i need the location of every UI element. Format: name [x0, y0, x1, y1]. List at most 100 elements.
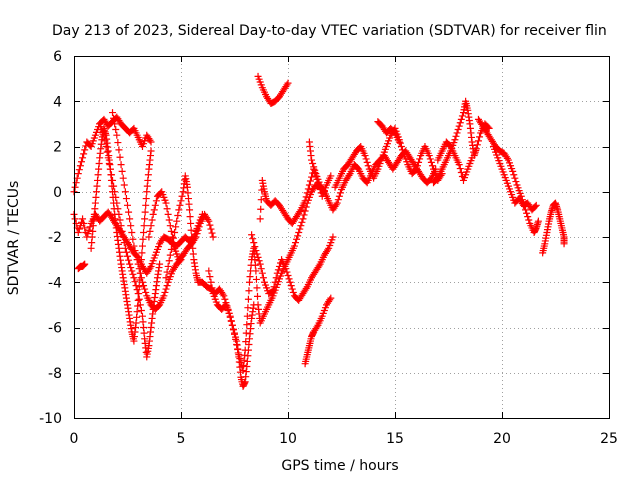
data-point — [511, 174, 519, 182]
data-point — [234, 346, 242, 354]
data-point — [512, 178, 520, 186]
data-point — [125, 208, 133, 216]
data-point — [326, 296, 334, 304]
data-point — [162, 285, 170, 293]
data-point — [75, 225, 83, 233]
data-point — [102, 143, 110, 150]
data-point — [134, 290, 142, 298]
data-point — [134, 260, 142, 268]
data-point — [129, 235, 137, 243]
data-point — [163, 268, 171, 276]
data-point — [167, 227, 175, 235]
data-point — [327, 294, 335, 302]
data-point — [129, 270, 137, 278]
data-point — [195, 223, 203, 231]
data-point — [300, 211, 308, 219]
series-8 — [248, 231, 337, 304]
data-point — [135, 295, 143, 303]
x-tick-labels: 0 5 10 15 20 25 — [70, 431, 618, 447]
data-point — [531, 202, 539, 210]
data-point — [456, 165, 464, 173]
data-point — [509, 167, 517, 175]
data-points — [70, 72, 568, 390]
data-point — [220, 292, 228, 300]
series-11 — [301, 294, 335, 368]
data-point — [363, 158, 371, 166]
data-point — [313, 323, 321, 331]
data-point — [107, 171, 115, 179]
y-axis-label: SDTVAR / TECUs — [6, 181, 22, 296]
data-point — [145, 233, 153, 241]
data-point — [74, 228, 82, 236]
data-point — [134, 296, 142, 304]
data-point — [302, 193, 310, 201]
data-point — [303, 189, 311, 197]
data-point — [152, 197, 160, 205]
data-point — [269, 287, 277, 295]
data-point — [245, 287, 253, 295]
data-point — [176, 201, 184, 209]
data-point — [120, 181, 128, 189]
data-point — [166, 251, 174, 259]
data-point — [160, 292, 168, 300]
data-point — [106, 165, 114, 173]
data-point — [148, 216, 156, 224]
data-point — [474, 137, 482, 145]
data-point — [115, 210, 123, 218]
data-point — [140, 282, 148, 290]
data-point — [302, 284, 310, 292]
series-6 — [162, 172, 258, 390]
data-point — [256, 215, 264, 223]
y-tick-label: 2 — [53, 140, 62, 156]
data-point — [332, 201, 340, 209]
data-point — [398, 146, 406, 154]
data-point — [455, 161, 463, 169]
data-point — [270, 283, 278, 291]
data-point — [345, 171, 353, 179]
data-point — [121, 188, 129, 196]
data-point — [454, 126, 462, 134]
data-point — [204, 215, 212, 223]
data-point — [84, 230, 92, 238]
data-point — [243, 321, 251, 329]
data-point — [510, 171, 518, 179]
data-point — [116, 216, 124, 224]
data-point — [560, 240, 568, 248]
series-20 — [74, 260, 89, 273]
data-point — [168, 233, 176, 241]
data-point — [110, 182, 118, 190]
series-17 — [474, 115, 542, 236]
data-point — [311, 166, 319, 174]
data-point — [74, 170, 82, 178]
data-point — [523, 209, 531, 217]
chart-title: Day 213 of 2023, Sidereal Day-to-day VTE… — [52, 23, 607, 39]
data-point — [428, 162, 436, 170]
data-point — [259, 274, 267, 282]
data-point — [254, 292, 262, 300]
data-point — [109, 176, 117, 184]
data-point — [140, 222, 148, 230]
data-point — [80, 150, 88, 158]
data-point — [186, 206, 194, 214]
data-point — [162, 274, 170, 282]
data-point — [131, 278, 139, 286]
data-point — [291, 239, 299, 247]
data-point — [524, 213, 532, 221]
data-point — [274, 266, 282, 274]
data-point — [252, 275, 260, 283]
data-point — [362, 155, 370, 163]
data-point — [142, 288, 150, 296]
data-point — [133, 256, 141, 264]
data-point — [140, 228, 148, 236]
data-point — [289, 288, 297, 296]
data-point — [130, 242, 138, 250]
data-point — [137, 274, 145, 282]
data-point — [249, 235, 257, 243]
data-point — [364, 162, 372, 170]
data-point — [287, 282, 295, 290]
data-point — [124, 252, 131, 260]
data-point — [296, 208, 304, 216]
data-point — [128, 228, 136, 236]
data-point — [456, 119, 464, 127]
data-point — [146, 136, 154, 144]
